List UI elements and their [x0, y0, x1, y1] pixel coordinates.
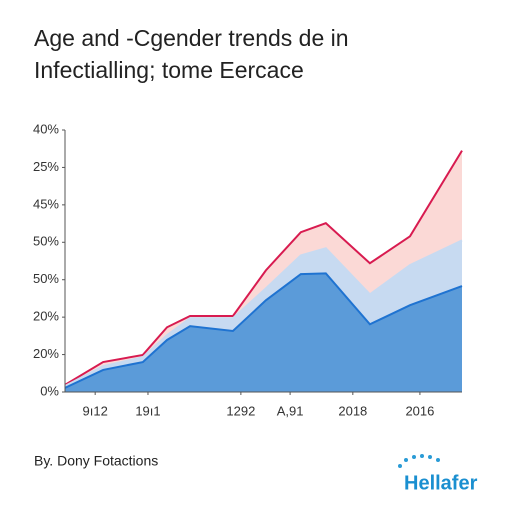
- x-tick-label: 9ı12: [83, 403, 108, 418]
- y-tick-label: 40%: [33, 121, 59, 136]
- source: By. Dony Fotactions: [34, 453, 158, 469]
- y-tick-label: 50%: [33, 271, 59, 286]
- y-tick-label: 50%: [33, 234, 59, 249]
- x-tick-label: 1292: [226, 403, 255, 418]
- x-tick-label: 2018: [338, 403, 367, 418]
- line: [64, 239, 463, 387]
- y-tick-label: 25%: [33, 159, 59, 174]
- brand-dots: [398, 454, 440, 468]
- y-tick-label: 0%: [40, 383, 59, 398]
- brand: Hellafer: [404, 472, 478, 494]
- chart-subtitle: Infectialling; tome Eercace: [34, 57, 304, 83]
- x-tick-label: 2016: [405, 403, 434, 418]
- x-tick-label: A,91: [277, 403, 304, 418]
- x-tick-label: 19ı1: [135, 403, 160, 418]
- area: [65, 273, 462, 392]
- y-tick-label: 20%: [33, 346, 59, 361]
- y-tick-label: 20%: [33, 309, 59, 324]
- chart-title: Age and -Cgender trends de in: [34, 25, 349, 51]
- y-tick-label: 45%: [33, 196, 59, 211]
- line: [64, 272, 463, 389]
- line: [64, 150, 463, 386]
